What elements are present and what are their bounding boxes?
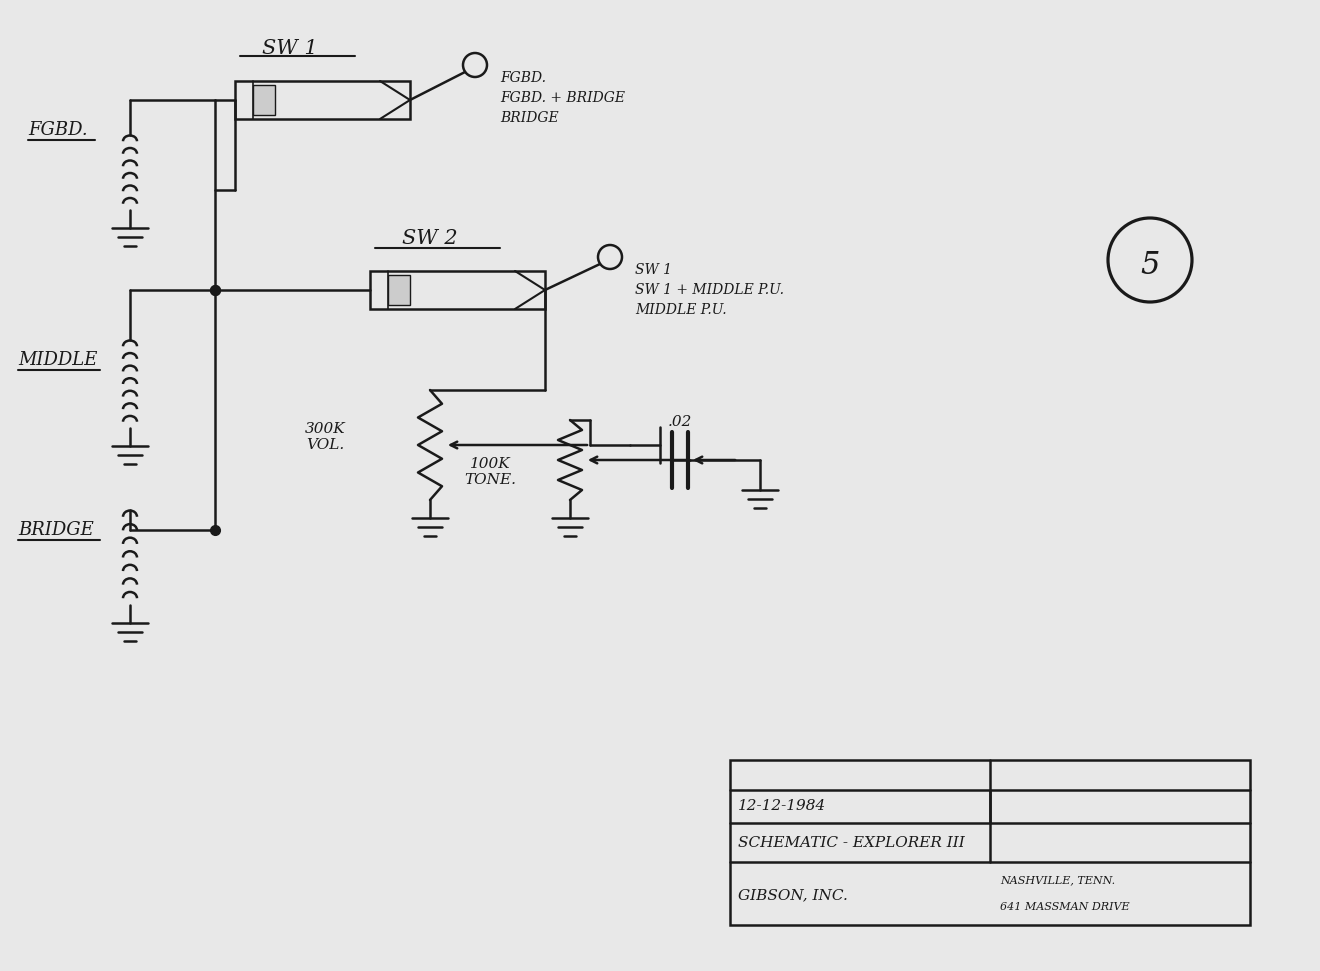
Text: SW 2: SW 2 (403, 228, 458, 248)
Text: SCHEMATIC - EXPLORER III: SCHEMATIC - EXPLORER III (738, 835, 965, 850)
Text: 12-12-1984: 12-12-1984 (738, 799, 826, 813)
Text: 5: 5 (1140, 250, 1160, 281)
Text: SW 1: SW 1 (635, 263, 672, 277)
Text: SW 1: SW 1 (263, 39, 318, 57)
Text: FGBD.: FGBD. (500, 71, 546, 85)
Text: SW 1 + MIDDLE P.U.: SW 1 + MIDDLE P.U. (635, 283, 784, 297)
Bar (235, 81, 411, 119)
Text: FGBD. + BRIDGE: FGBD. + BRIDGE (500, 91, 624, 105)
Text: 100K
TONE.: 100K TONE. (465, 457, 516, 487)
Bar (370, 271, 545, 309)
Bar (388, 275, 411, 305)
Text: .02: .02 (668, 415, 692, 429)
Bar (730, 760, 1250, 925)
Text: BRIDGE: BRIDGE (500, 111, 558, 125)
Text: BRIDGE: BRIDGE (18, 521, 94, 539)
Text: 641 MASSMAN DRIVE: 641 MASSMAN DRIVE (1001, 902, 1130, 912)
Text: NASHVILLE, TENN.: NASHVILLE, TENN. (1001, 876, 1115, 886)
Text: MIDDLE P.U.: MIDDLE P.U. (635, 303, 726, 317)
Text: GIBSON, INC.: GIBSON, INC. (738, 888, 847, 902)
Text: FGBD.: FGBD. (28, 121, 87, 139)
Text: 300K
VOL.: 300K VOL. (305, 422, 346, 452)
Bar (253, 85, 275, 115)
Text: MIDDLE: MIDDLE (18, 351, 98, 369)
